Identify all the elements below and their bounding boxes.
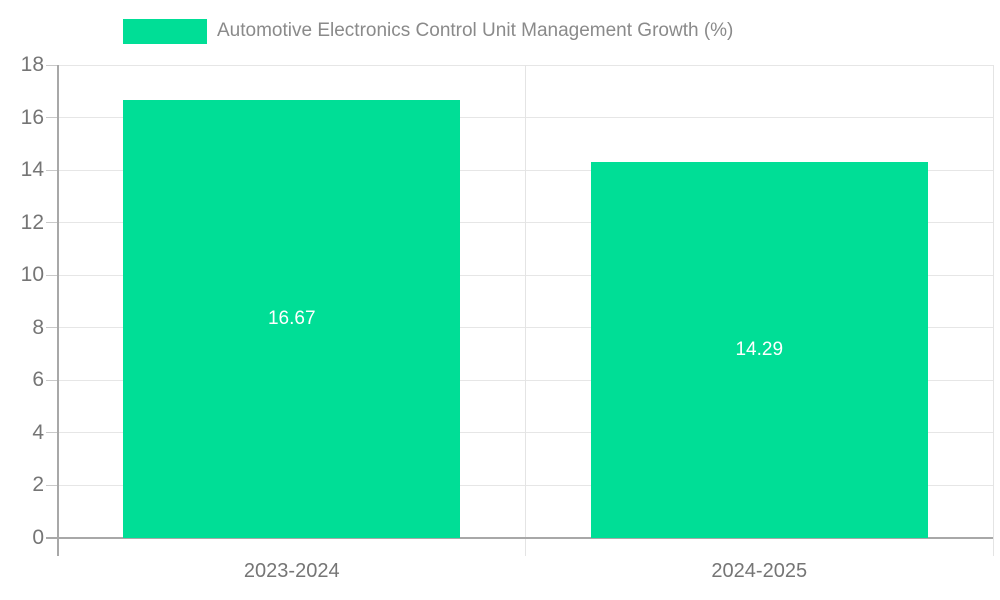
- y-tick-label: 18: [20, 53, 44, 76]
- y-tick-label: 8: [32, 315, 44, 339]
- y-axis-tick: [46, 222, 58, 224]
- y-tick-label: 6: [32, 368, 44, 392]
- y-axis-tick: [46, 274, 58, 276]
- y-axis-tick: [46, 484, 58, 486]
- legend-swatch: [123, 18, 207, 44]
- y-axis-tick: [46, 169, 58, 171]
- y-axis-tick: [46, 379, 58, 381]
- legend-item[interactable]: Automotive Electronics Control Unit Mana…: [123, 17, 733, 45]
- y-tick-label: 12: [20, 210, 44, 234]
- y-tick-label: 10: [20, 263, 44, 287]
- y-axis-line: [57, 65, 59, 556]
- x-tick-label: 2024-2025: [711, 560, 808, 582]
- y-tick-label: 2: [32, 473, 44, 497]
- y-tick-label: 0: [32, 526, 44, 549]
- y-tick-label: 16: [20, 105, 44, 129]
- bar-value-label: 16.67: [267, 307, 316, 329]
- y-tick-label: 4: [32, 420, 44, 444]
- y-axis-tick: [46, 432, 58, 434]
- bar[interactable]: [590, 162, 928, 538]
- y-axis-tick: [46, 117, 58, 119]
- x-tick-label: 2023-2024: [243, 560, 340, 582]
- bar[interactable]: [123, 99, 461, 538]
- y-tick-label: 14: [20, 158, 44, 182]
- x-axis-line: [46, 537, 993, 539]
- gridline-vertical: [525, 65, 526, 556]
- legend-label: Automotive Electronics Control Unit Mana…: [217, 20, 734, 41]
- gridline-vertical: [992, 65, 994, 556]
- y-axis-tick: [46, 64, 58, 66]
- bar-value-label: 14.29: [735, 339, 784, 361]
- y-axis-tick: [46, 327, 58, 329]
